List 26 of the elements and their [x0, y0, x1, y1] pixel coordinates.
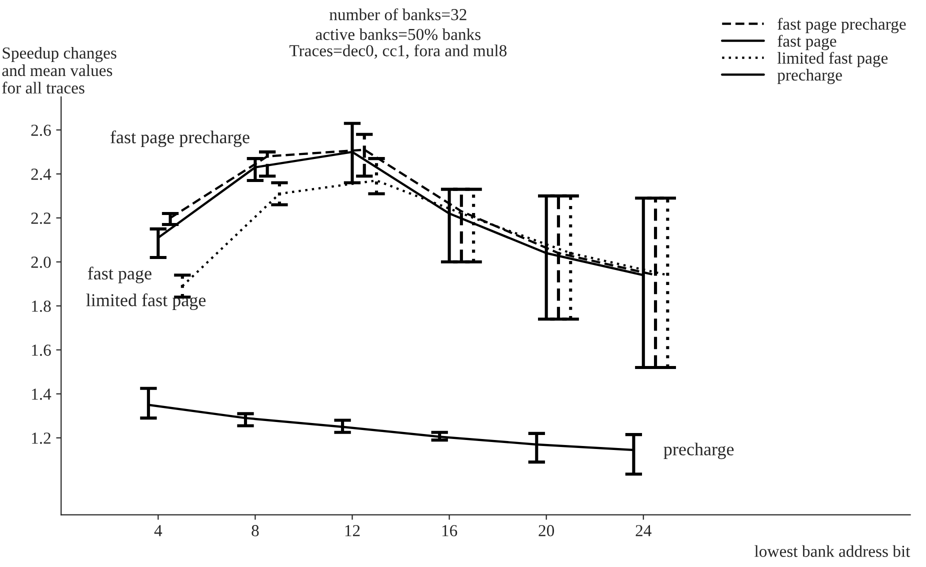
x-tick-label: 4 [154, 525, 162, 536]
y-tick-label: 1.4 [32, 388, 52, 400]
x-tick-label: 12 [345, 525, 360, 536]
x-tick-label: 16 [442, 525, 458, 536]
legend-label: fast page precharge [778, 18, 906, 34]
annotation: fast page [88, 266, 152, 284]
y-axis-title: Speedup changes and mean values for all traces [2, 46, 116, 94]
y-tick-label: 2.6 [31, 124, 51, 136]
legend-label: precharge [777, 68, 842, 84]
annotation: precharge [664, 442, 734, 460]
y-tick-label: 1.6 [32, 344, 51, 356]
x-tick-label: 20 [538, 525, 554, 536]
x-tick-label: 8 [252, 525, 259, 536]
y-tick-label: 1.2 [32, 432, 50, 444]
y-tick-label: 2.0 [31, 256, 51, 268]
chart-subtitle: active banks=50% banks Traces=dec0, cc1, fora and mul8 [289, 28, 507, 59]
legend-label: limited fast page [777, 52, 888, 68]
x-axis-title: lowest bank address bit [754, 545, 910, 557]
annotation: fast page precharge [110, 130, 250, 148]
y-tick-label: 1.8 [32, 300, 51, 312]
annotation: limited fast page [86, 293, 206, 310]
y-tick-label: 2.2 [31, 212, 50, 224]
x-tick-label: 24 [636, 525, 652, 536]
chart-title: number of banks=32 [330, 8, 466, 20]
legend-label: fast page [778, 34, 836, 50]
y-tick-label: 2.4 [31, 168, 52, 180]
